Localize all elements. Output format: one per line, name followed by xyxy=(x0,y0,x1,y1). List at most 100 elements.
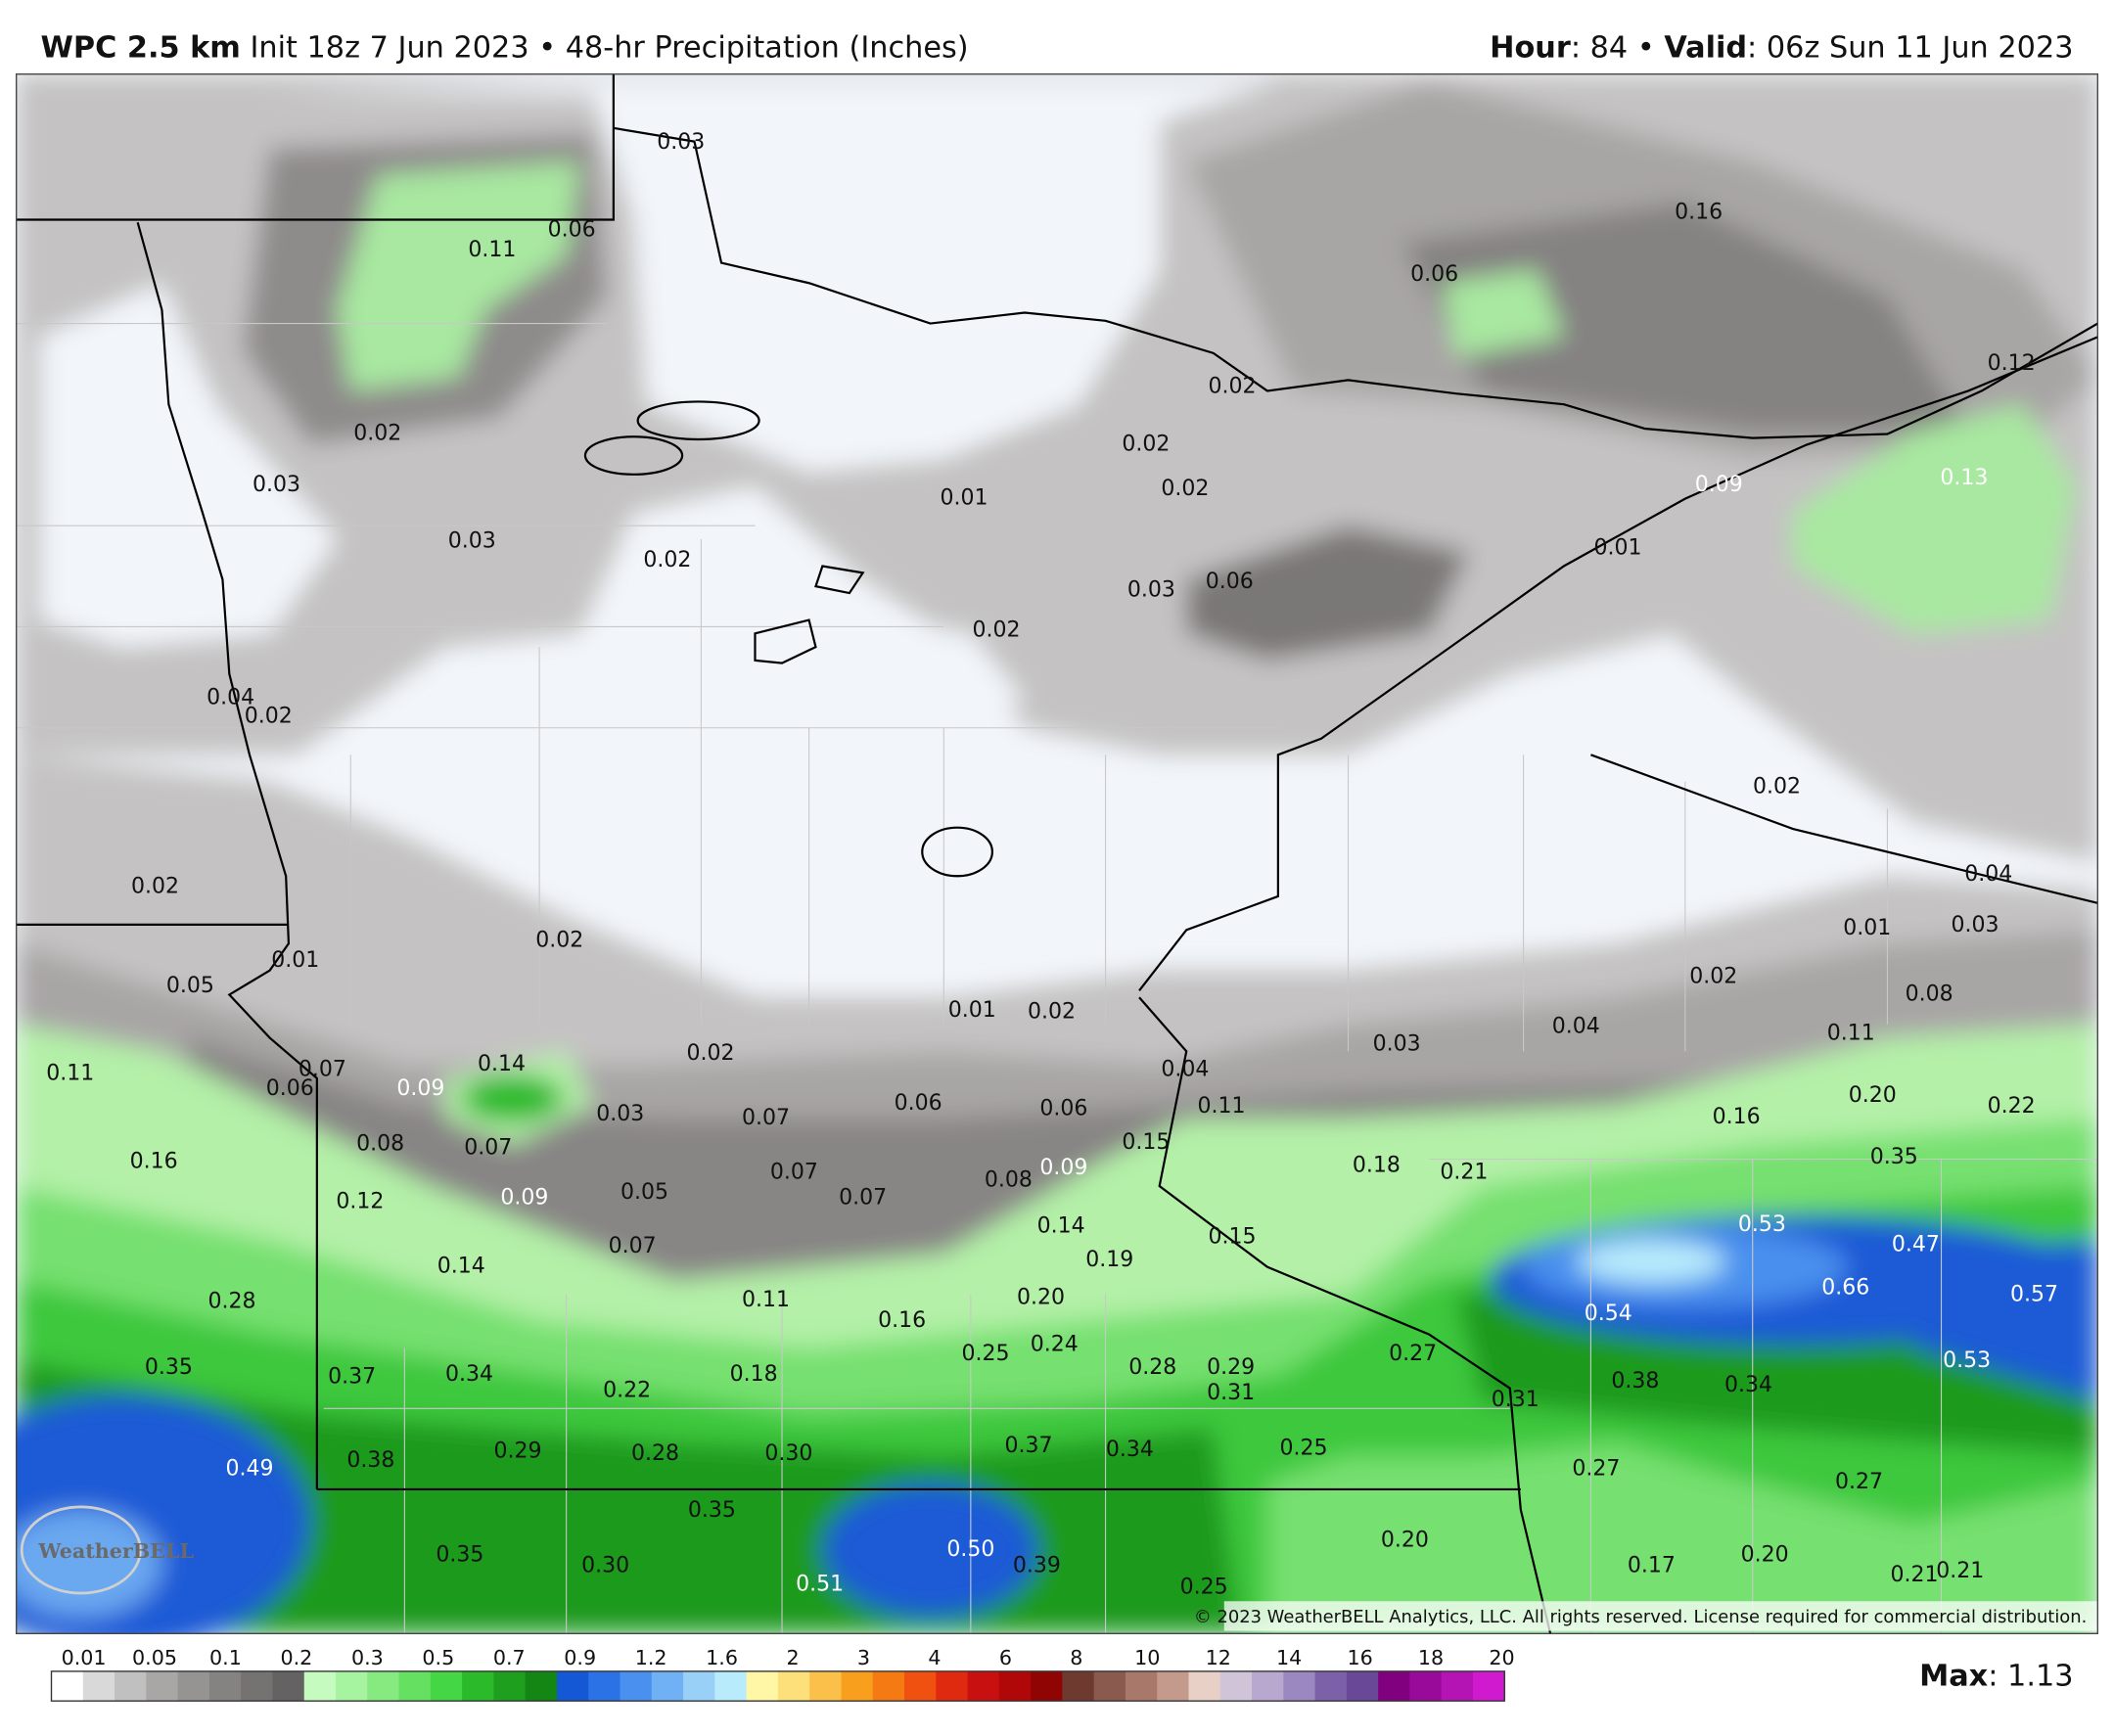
amount-label: 0.16 xyxy=(130,1149,178,1173)
legend-swatch xyxy=(51,1670,84,1702)
legend-swatch xyxy=(398,1670,432,1702)
legend-swatch xyxy=(430,1670,463,1702)
logo: WeatherBELL xyxy=(20,1505,194,1595)
amount-label: 0.29 xyxy=(1207,1355,1255,1380)
amount-label: 0.50 xyxy=(946,1537,994,1562)
amount-label: 0.18 xyxy=(1353,1153,1401,1177)
legend-swatch xyxy=(1409,1670,1443,1702)
legend-swatch xyxy=(1378,1670,1410,1702)
amount-label: 0.02 xyxy=(535,928,583,952)
amount-label: 0.20 xyxy=(1017,1285,1065,1309)
amount-label: 0.07 xyxy=(299,1058,346,1082)
amount-label: 0.16 xyxy=(878,1308,926,1333)
amount-label: 0.03 xyxy=(596,1102,644,1126)
legend-tick-label: 0.3 xyxy=(351,1646,384,1669)
legend-swatch xyxy=(336,1670,368,1702)
amount-label: 0.05 xyxy=(620,1180,668,1205)
county-lines xyxy=(16,323,2098,1634)
legend-swatch xyxy=(525,1670,558,1702)
legend-tick-label: 12 xyxy=(1206,1646,1231,1669)
amount-label: 0.07 xyxy=(742,1106,790,1130)
amount-labels: 0.03 0.06 0.11 0.16 0.06 0.12 0.02 0.02 0.02 0.03… xyxy=(46,130,2058,1599)
legend-tick-label: 0.9 xyxy=(564,1646,596,1669)
legend-tick-label: 2 xyxy=(786,1646,799,1669)
legend-frame xyxy=(50,1670,1505,1702)
amount-label: 0.39 xyxy=(1013,1553,1061,1577)
legend-swatch xyxy=(1157,1670,1189,1702)
amount-label: 0.25 xyxy=(961,1342,1009,1366)
amount-label: 0.31 xyxy=(1207,1381,1255,1405)
legend-swatch xyxy=(809,1670,842,1702)
max: Max: 1.13 xyxy=(1919,1659,2073,1693)
amount-label: 0.28 xyxy=(631,1441,679,1466)
legend-tick-label: 16 xyxy=(1347,1646,1372,1669)
legend-tick-label: 1.6 xyxy=(706,1646,738,1669)
amount-label: 0.03 xyxy=(448,529,496,554)
amount-label: 0.29 xyxy=(494,1439,542,1463)
amount-label: 0.20 xyxy=(1741,1542,1789,1567)
amount-label: 0.15 xyxy=(1122,1130,1170,1155)
amount-label: 0.02 xyxy=(1161,477,1209,501)
amount-label: 0.02 xyxy=(1028,999,1076,1024)
amount-label: 0.16 xyxy=(1713,1105,1761,1129)
amount-label: 0.07 xyxy=(464,1135,512,1160)
legend-swatch xyxy=(556,1670,589,1702)
amount-label: 0.04 xyxy=(1552,1015,1600,1039)
amount-label: 0.11 xyxy=(468,238,516,262)
amount-label: 0.14 xyxy=(478,1052,526,1076)
legend-tick-label: 8 xyxy=(1070,1646,1082,1669)
amount-label: 0.08 xyxy=(1906,982,1953,1006)
amount-label: 0.27 xyxy=(1389,1342,1437,1366)
amount-label: 0.35 xyxy=(688,1498,736,1523)
amount-label: 0.01 xyxy=(1593,536,1641,561)
max-label: Max xyxy=(1919,1659,1989,1693)
amount-label: 0.04 xyxy=(207,685,254,709)
logo-text: WeatherBELL xyxy=(37,1539,194,1563)
header-right: Hour: 84 • Valid: 06z Sun 11 Jun 2023 xyxy=(1490,30,2073,65)
legend-tick-label: 0.7 xyxy=(493,1646,526,1669)
amount-label: 0.15 xyxy=(1209,1224,1257,1249)
amount-label: 0.03 xyxy=(1127,577,1175,602)
amount-label: 0.12 xyxy=(1988,351,2036,376)
legend-swatch xyxy=(1062,1670,1095,1702)
amount-label: 0.09 xyxy=(500,1185,548,1210)
amount-label: 0.30 xyxy=(764,1441,812,1466)
valid-label: Valid xyxy=(1664,30,1747,65)
legend-swatch xyxy=(777,1670,810,1702)
amount-label: 0.04 xyxy=(1161,1058,1209,1082)
amount-label: 0.21 xyxy=(1440,1160,1488,1184)
amount-label: 0.38 xyxy=(1611,1369,1659,1393)
legend-tick-label: 0.5 xyxy=(422,1646,454,1669)
legend-swatch xyxy=(1093,1670,1126,1702)
amount-label: 0.11 xyxy=(1198,1094,1246,1119)
amount-label: 0.02 xyxy=(1122,433,1170,457)
legend-swatch xyxy=(936,1670,968,1702)
legend-tick-label: 1.2 xyxy=(635,1646,667,1669)
amount-label: 0.51 xyxy=(796,1573,844,1597)
amount-label: 0.30 xyxy=(581,1553,629,1577)
amount-label: 0.35 xyxy=(1870,1145,1918,1169)
amount-label: 0.38 xyxy=(346,1448,394,1473)
legend-swatch xyxy=(1441,1670,1474,1702)
amount-label: 0.25 xyxy=(1180,1575,1228,1599)
legend-swatch xyxy=(1125,1670,1158,1702)
amount-label: 0.11 xyxy=(742,1288,790,1312)
amount-label: 0.02 xyxy=(973,618,1021,643)
legend-swatch xyxy=(1188,1670,1221,1702)
amount-label: 0.20 xyxy=(1849,1083,1897,1108)
legend-swatch xyxy=(872,1670,905,1702)
legend-swatch xyxy=(1283,1670,1316,1702)
amount-label: 0.06 xyxy=(1410,262,1458,287)
amount-label: 0.31 xyxy=(1492,1388,1540,1412)
amount-label: 0.06 xyxy=(895,1091,942,1116)
init: Init 18z 7 Jun 2023 • 48-hr Precipitatio… xyxy=(250,30,968,65)
legend-swatch xyxy=(651,1670,684,1702)
legend-swatch xyxy=(272,1670,305,1702)
amount-label: 0.02 xyxy=(353,421,401,445)
amount-label: 0.01 xyxy=(948,998,996,1023)
amount-label: 0.53 xyxy=(1943,1348,1991,1373)
amount-label: 0.14 xyxy=(1037,1213,1085,1238)
amount-label: 0.08 xyxy=(985,1168,1033,1193)
